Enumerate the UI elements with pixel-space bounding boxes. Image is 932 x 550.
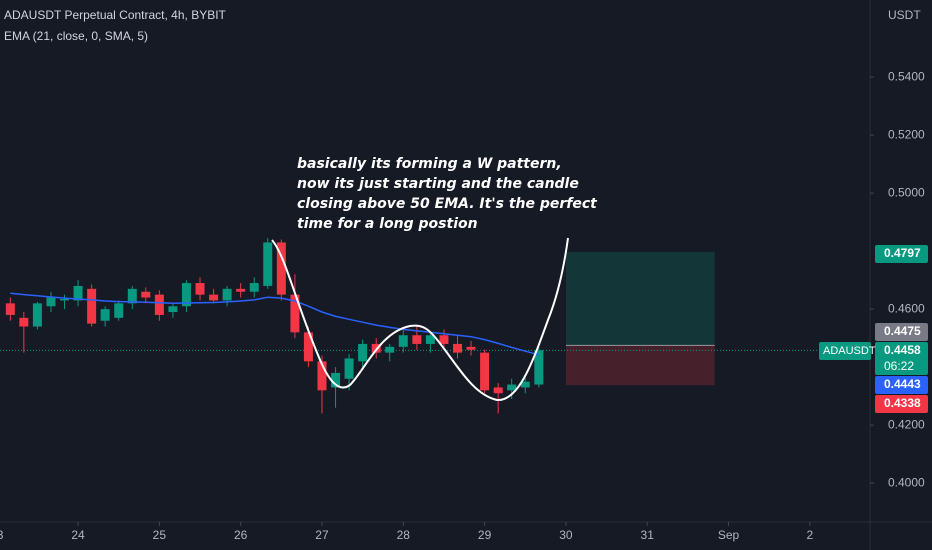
annotation-line: time for a long postion <box>297 216 478 232</box>
currency-label: USDT <box>888 8 921 22</box>
x-tick-label: 27 <box>315 528 329 542</box>
candle-body <box>181 283 191 307</box>
candle-body <box>507 384 517 391</box>
target-label: 0.4797 <box>884 246 921 260</box>
stop-label: 0.4338 <box>884 396 921 410</box>
x-tick-label: 24 <box>71 528 85 542</box>
annotation-line: now its just starting and the candle <box>297 176 579 192</box>
candle-body <box>114 303 124 318</box>
candle-body <box>87 288 97 324</box>
last-price-label-box <box>875 342 928 375</box>
candle-body <box>331 372 341 388</box>
candle-body <box>290 294 300 333</box>
countdown: 06:22 <box>884 359 914 373</box>
last-price-label: 0.4458 <box>884 343 921 357</box>
x-tick-label: Sep <box>718 528 740 542</box>
candle-body <box>32 303 42 327</box>
target-label-box <box>875 245 928 263</box>
annotation: basically its forming a W pattern, now it… <box>297 156 598 232</box>
x-tick-label: 23 <box>0 528 4 542</box>
ema-label: 0.4443 <box>884 377 921 391</box>
candle-body <box>249 283 259 292</box>
candle-body <box>168 306 178 313</box>
entry-label: 0.4475 <box>884 324 921 338</box>
ema-label-box <box>875 376 928 394</box>
candle-body <box>222 288 232 301</box>
symbol-tag: ADAUSDT <box>823 345 876 357</box>
candle-body <box>19 317 29 327</box>
annotation-line: basically its forming a W pattern, <box>297 156 562 172</box>
candle-body <box>141 291 151 298</box>
candle-body <box>263 242 273 286</box>
y-tick-label: 0.4000 <box>888 475 925 489</box>
y-tick-label: 0.5400 <box>888 69 925 83</box>
y-tick-label: 0.5000 <box>888 185 925 199</box>
candle-body <box>127 288 137 304</box>
candle-body <box>385 346 395 353</box>
candle-body <box>466 346 476 350</box>
loss-zone <box>565 345 715 386</box>
annotation-line: closing above 50 EMA. It's the perfect <box>297 196 598 212</box>
candle-body <box>520 381 530 388</box>
stop-label-box <box>875 395 928 413</box>
y-tick-label: 0.4200 <box>888 417 925 431</box>
entry-label-box <box>875 323 928 341</box>
indicator-label: EMA (21, close, 0, SMA, 5) <box>4 29 148 43</box>
y-tick-label: 0.5200 <box>888 127 925 141</box>
candle-body <box>453 343 463 353</box>
x-tick-label: 2 <box>806 528 813 542</box>
candle-body <box>358 343 368 362</box>
candle-body <box>493 387 503 394</box>
candle-body <box>439 335 449 344</box>
candle-body <box>480 352 490 391</box>
x-tick-label: 26 <box>234 528 248 542</box>
x-tick-label: 29 <box>478 528 492 542</box>
x-tick-label: 31 <box>641 528 655 542</box>
chart-title: ADAUSDT Perpetual Contract, 4h, BYBIT <box>4 8 227 22</box>
profit-zone <box>565 252 715 346</box>
x-tick-label: 30 <box>559 528 573 542</box>
x-tick-label: 25 <box>153 528 167 542</box>
candle-body <box>534 350 544 385</box>
candle-body <box>317 361 327 391</box>
candle-body <box>5 303 15 315</box>
candle-body <box>344 358 354 379</box>
candle-body <box>59 298 69 301</box>
drawn-w-pattern <box>271 237 569 402</box>
candle-body <box>195 283 205 295</box>
x-tick-label: 28 <box>397 528 411 542</box>
candle-body <box>303 332 313 362</box>
candle-body <box>46 297 56 307</box>
y-tick-label: 0.4600 <box>888 301 925 315</box>
candle-body <box>425 335 435 344</box>
candle-body <box>73 285 83 301</box>
candle-body <box>100 309 110 321</box>
candle-body <box>209 294 219 301</box>
candle-body <box>236 288 246 292</box>
ema-line <box>10 292 539 356</box>
candle-body <box>276 242 286 295</box>
candle-body <box>371 343 381 353</box>
candle-body <box>412 335 422 344</box>
candle-body <box>154 294 164 315</box>
symbol-tag-box <box>819 342 871 360</box>
candle-body <box>398 335 408 347</box>
